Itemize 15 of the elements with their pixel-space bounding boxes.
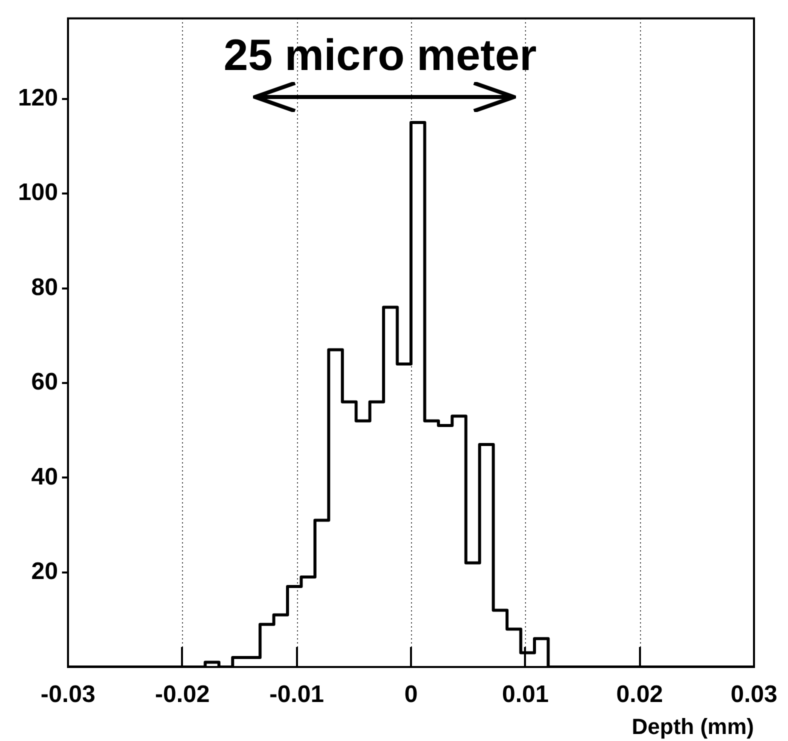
- y-tick-label: 80: [31, 274, 58, 301]
- x-tick-label: 0.01: [502, 681, 549, 708]
- x-tick-label: -0.02: [154, 681, 210, 708]
- x-tick-label: 0.03: [730, 681, 778, 708]
- x-axis-title: Depth (mm): [632, 714, 754, 739]
- x-tick-label: 0: [404, 681, 418, 708]
- x-tick-label: -0.03: [40, 681, 96, 708]
- y-tick-label: 40: [31, 463, 58, 490]
- y-tick-label: 60: [31, 368, 58, 396]
- y-tick-label: 120: [18, 84, 58, 112]
- y-tick-label: 20: [31, 558, 58, 585]
- y-tick-label: 100: [18, 179, 58, 206]
- annotation: 25 micro meter: [224, 31, 537, 80]
- x-tick-label: 0.02: [616, 681, 664, 708]
- x-tick-label: -0.01: [269, 681, 324, 708]
